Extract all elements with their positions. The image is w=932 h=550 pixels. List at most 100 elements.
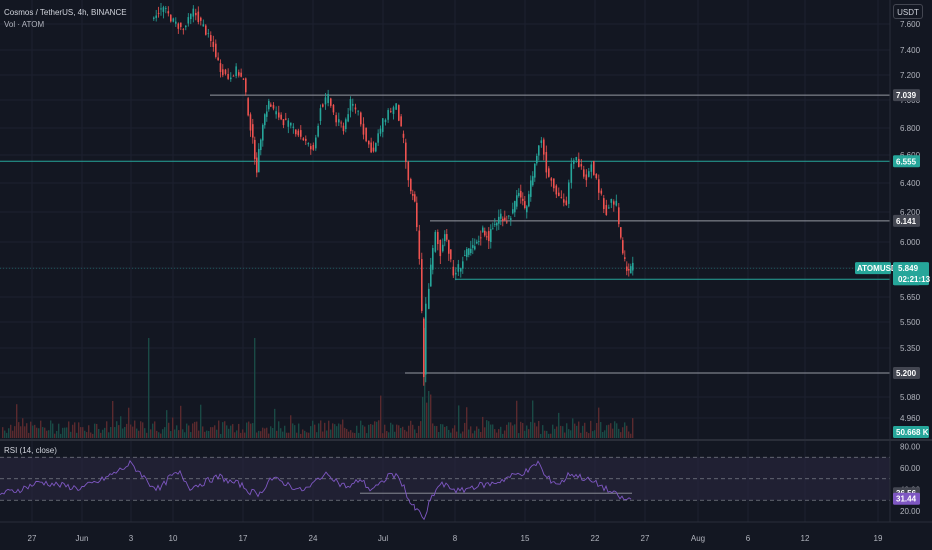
time-axis: 27 Jun 3 10 17 24 Jul 8 15 22 27 Aug 6 12 19: [28, 534, 883, 543]
volume-bar: [550, 433, 552, 438]
volume-bar: [532, 400, 534, 438]
volume-bar: [446, 426, 448, 438]
volume-bar: [362, 425, 364, 438]
candle-body: [514, 201, 516, 213]
volume-bar: [136, 428, 138, 438]
candle-body: [550, 178, 553, 181]
candle-body: [416, 202, 418, 228]
candle-body: [295, 129, 297, 135]
candle-body: [162, 7, 165, 12]
volume-bar: [246, 422, 248, 438]
candle-body: [486, 236, 488, 238]
volume-bar: [436, 426, 438, 438]
price-tick-label: 6.800: [900, 124, 921, 133]
candle-body: [472, 245, 474, 248]
candle-body: [207, 33, 210, 35]
volume-bar: [270, 426, 272, 438]
candle-body: [319, 108, 322, 121]
candle-body: [160, 8, 162, 10]
candle-body: [506, 221, 508, 223]
candle-body: [496, 222, 498, 226]
volume-bar: [222, 422, 224, 438]
candle-body: [285, 118, 287, 120]
price-tick-label: 7.600: [900, 20, 921, 29]
volume-bar: [466, 407, 468, 438]
volume-bar: [40, 420, 42, 438]
volume-bar: [588, 433, 590, 438]
volume-bar: [554, 428, 556, 438]
volume-bar: [398, 425, 400, 438]
volume-bar: [508, 422, 510, 438]
volume-bar: [474, 430, 476, 438]
volume-bar: [176, 425, 178, 438]
volume-bar: [312, 420, 314, 438]
symbol-line[interactable]: Cosmos / TetherUS, 4h, BINANCE: [4, 8, 127, 17]
volume-bar: [120, 416, 122, 438]
volume-line[interactable]: Vol · ATOM: [4, 20, 45, 29]
volume-bar: [422, 396, 424, 438]
volume-bars: [2, 328, 634, 438]
volume-bar: [444, 426, 446, 438]
volume-bar: [540, 433, 542, 438]
time-tick-label: 8: [453, 534, 458, 543]
rsi-title[interactable]: RSI (14, close): [4, 446, 57, 455]
volume-bar: [272, 427, 274, 438]
volume-bar: [530, 421, 532, 438]
volume-bar: [322, 431, 324, 438]
volume-bar: [170, 431, 172, 438]
candle-body: [624, 257, 626, 259]
candle-body: [349, 99, 352, 111]
volume-bar: [306, 432, 308, 438]
volume-bar: [434, 425, 436, 438]
volume-bar: [546, 430, 548, 438]
volume-tag-text: 50.668 K: [896, 428, 929, 437]
candle-body: [565, 200, 568, 205]
volume-bar: [256, 432, 258, 438]
candle-body: [258, 148, 260, 173]
candle-body: [502, 218, 504, 221]
volume-bar: [568, 429, 570, 438]
candle-body: [560, 197, 563, 199]
candle-body: [462, 261, 464, 269]
volume-bar: [16, 404, 18, 438]
candle-body: [370, 142, 372, 153]
volume-bar: [454, 425, 456, 438]
candle-body: [512, 209, 514, 214]
candle-body: [342, 125, 345, 132]
volume-bar: [356, 425, 358, 438]
volume-bar: [84, 430, 86, 438]
candle-body: [598, 179, 600, 193]
candle-body: [332, 104, 335, 113]
volume-bar: [98, 428, 100, 438]
currency-button[interactable]: USDT: [893, 4, 923, 19]
volume-bar: [160, 433, 162, 438]
volume-bar: [524, 430, 526, 438]
volume-bar: [506, 424, 508, 438]
candle-body: [165, 8, 167, 9]
volume-bar: [298, 423, 300, 438]
volume-bar: [80, 427, 82, 438]
candle-body: [297, 130, 300, 136]
candle-body: [457, 264, 460, 272]
volume-bar: [416, 433, 418, 438]
candle-body: [335, 115, 337, 123]
candle-body: [322, 104, 324, 107]
volume-bar: [428, 390, 430, 438]
candle-body: [282, 119, 285, 126]
candle-body: [573, 160, 575, 164]
volume-bar: [210, 427, 212, 438]
volume-bar: [46, 430, 48, 438]
volume-bar: [520, 421, 522, 438]
volume-bar: [510, 422, 512, 438]
candle-body: [563, 199, 565, 203]
candle-body: [418, 230, 421, 259]
volume-bar: [316, 432, 318, 438]
volume-bar: [326, 430, 328, 438]
volume-bar: [252, 423, 254, 438]
candle-body: [360, 112, 362, 125]
countdown-text: 02:21:13: [898, 275, 931, 284]
volume-bar: [442, 424, 444, 438]
time-tick-label: 22: [591, 534, 600, 543]
candle-body: [558, 192, 560, 196]
